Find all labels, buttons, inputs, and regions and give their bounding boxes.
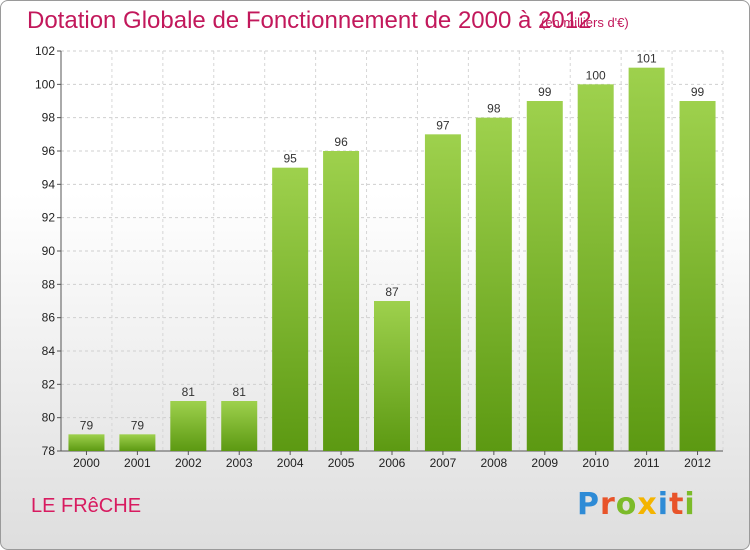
x-tick-label: 2006 (379, 456, 406, 470)
bar-2007 (424, 134, 461, 452)
bars (68, 67, 716, 452)
logo-letter: P (577, 487, 600, 522)
data-label: 79 (80, 418, 94, 432)
y-tick-label: 82 (42, 377, 56, 391)
y-tick-label: 90 (42, 244, 56, 258)
y-tick-label: 86 (42, 311, 56, 325)
x-tick-label: 2002 (175, 456, 202, 470)
logo-letter: r (600, 487, 616, 522)
x-tick-label: 2005 (328, 456, 355, 470)
bar-2012 (679, 101, 716, 451)
data-label: 81 (233, 385, 247, 399)
x-tick-label: 2004 (277, 456, 304, 470)
x-tick-label: 2009 (531, 456, 558, 470)
proxiti-logo: Proxiti (577, 487, 696, 522)
y-tick-label: 78 (42, 444, 56, 458)
labels: 78 80 82 84 86 88 90 92 94 96 98 100 102 79 2000 79 2001… (35, 44, 711, 470)
y-tick-label: 84 (42, 344, 56, 358)
x-tick-label: 2000 (73, 456, 100, 470)
x-tick-label: 2007 (430, 456, 457, 470)
data-label: 101 (637, 52, 657, 66)
y-tick-label: 102 (35, 44, 55, 58)
data-label: 98 (487, 102, 501, 116)
bar-2000 (68, 434, 105, 451)
logo-letter: o (615, 487, 638, 522)
chart-title: Dotation Globale de Fonctionnement de 20… (27, 7, 592, 34)
y-tick-label: 98 (42, 111, 56, 125)
x-tick-label: 2008 (480, 456, 507, 470)
bar-2008 (475, 117, 512, 452)
data-label: 97 (436, 118, 450, 132)
logo-letter: x (637, 487, 658, 522)
bar-2010 (577, 84, 614, 451)
bar-2005 (323, 151, 360, 451)
logo-letter: i (657, 487, 670, 522)
bar-2003 (221, 401, 258, 451)
data-label: 79 (131, 418, 145, 432)
logo-letter: t (669, 487, 685, 522)
bar-2002 (170, 401, 207, 451)
data-label: 87 (385, 285, 399, 299)
data-label: 99 (538, 85, 552, 99)
x-tick-label: 2011 (634, 456, 660, 470)
bar-2001 (119, 434, 156, 451)
data-label: 99 (691, 85, 705, 99)
bar-2006 (374, 301, 410, 451)
data-label: 96 (334, 135, 348, 149)
y-tick-label: 96 (42, 144, 56, 158)
bar-2011 (628, 67, 665, 452)
bar-2009 (526, 101, 563, 451)
x-tick-label: 2012 (684, 456, 711, 470)
logo-letter: i (684, 487, 696, 522)
y-tick-label: 94 (42, 177, 56, 191)
data-label: 81 (182, 385, 196, 399)
data-label: 95 (283, 152, 297, 166)
y-tick-label: 80 (42, 411, 56, 425)
y-tick-label: 92 (42, 211, 56, 225)
commune-name: LE FRêCHE (31, 495, 142, 517)
y-tick-label: 88 (42, 277, 56, 291)
x-tick-label: 2003 (226, 456, 253, 470)
x-tick-label: 2001 (124, 456, 151, 470)
data-label: 100 (586, 68, 606, 82)
bar-2004 (272, 167, 309, 451)
units-label: (en milliers d'€) (541, 15, 629, 30)
x-tick-label: 2010 (582, 456, 609, 470)
y-tick-label: 100 (35, 77, 55, 91)
